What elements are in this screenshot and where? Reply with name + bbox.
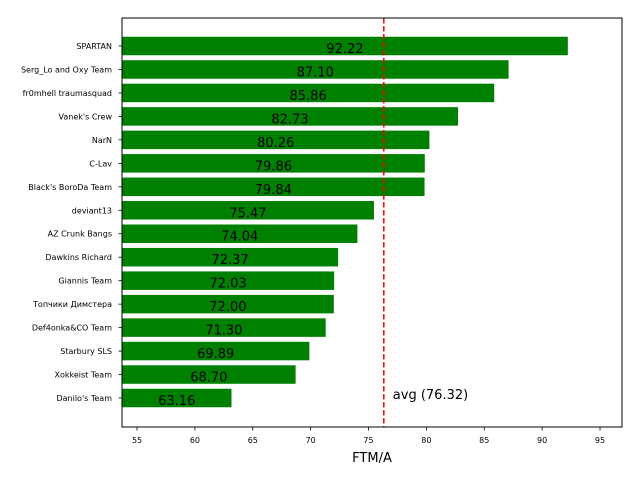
x-tick-label: 85 [479,436,489,445]
bar [122,271,335,290]
bar-value-label: 80.26 [257,136,294,151]
bar [122,341,310,361]
bar [122,130,430,150]
y-tick-label: NarN [92,136,112,145]
bar [122,60,509,79]
x-tick-label: 80 [421,436,431,445]
bar [122,365,296,384]
y-tick-label: Dawkins Richard [45,253,112,262]
bar [122,318,326,337]
y-tick-label: Starbury SLS [60,347,112,356]
bar-value-label: 87.10 [297,65,334,80]
bar-value-label: 68.70 [190,371,227,386]
bar-value-label: 72.37 [211,253,248,268]
bar [122,107,458,126]
y-tick-label: fr0mhell traumasquad [23,89,112,98]
bar-value-label: 72.03 [209,277,246,292]
y-tick-label: Serg_Lo and Oxy Team [21,65,112,74]
y-tick-label: SPARTAN [76,42,112,51]
bar [122,177,425,197]
y-tick-label: Black's BoroDa Team [28,183,112,192]
bar [122,36,568,56]
y-tick-label: deviant13 [72,206,112,215]
bar [122,294,334,314]
y-tick-label: AZ Crunk Bangs [48,230,112,239]
y-tick-label: Vanek's Crew [59,112,113,121]
y-tick-label: Топчики Димстера [32,300,112,309]
bar-value-label: 79.84 [255,183,292,198]
x-tick-label: 65 [248,436,258,445]
bar-value-label: 71.30 [205,324,242,339]
bar [122,83,495,103]
bar-value-label: 63.16 [158,394,195,409]
x-tick-label: 95 [595,436,605,445]
bar [122,154,425,173]
x-tick-label: 75 [363,436,373,445]
plot-frame [121,17,623,428]
bar-value-label: 79.86 [255,159,292,174]
y-tick-label: Xokkeist Team [55,371,113,380]
x-tick-label: 70 [306,436,316,445]
bar [122,388,232,408]
bar-value-label: 82.73 [271,112,308,127]
x-tick-label: 55 [132,436,142,445]
bar-value-label: 74.04 [221,230,258,245]
y-tick-label: Giannis Team [58,277,112,286]
bar [122,247,339,267]
bar-value-label: 92.22 [326,42,363,57]
bar-value-label: 69.89 [197,347,234,362]
x-tick-label: 60 [190,436,200,445]
x-axis-label: FTM/A [352,451,392,466]
bar [122,224,358,243]
y-tick-label: Danilo's Team [56,394,112,403]
x-tick-label: 90 [537,436,547,445]
average-label: avg (76.32) [393,388,468,403]
y-tick-label: Def4onka&CO Team [32,324,112,333]
y-tick-label: C-Lav [89,159,112,168]
bar-value-label: 72.00 [209,300,246,315]
bar-value-label: 85.86 [290,89,327,104]
bar [122,201,374,220]
bar-value-label: 75.47 [229,206,266,221]
